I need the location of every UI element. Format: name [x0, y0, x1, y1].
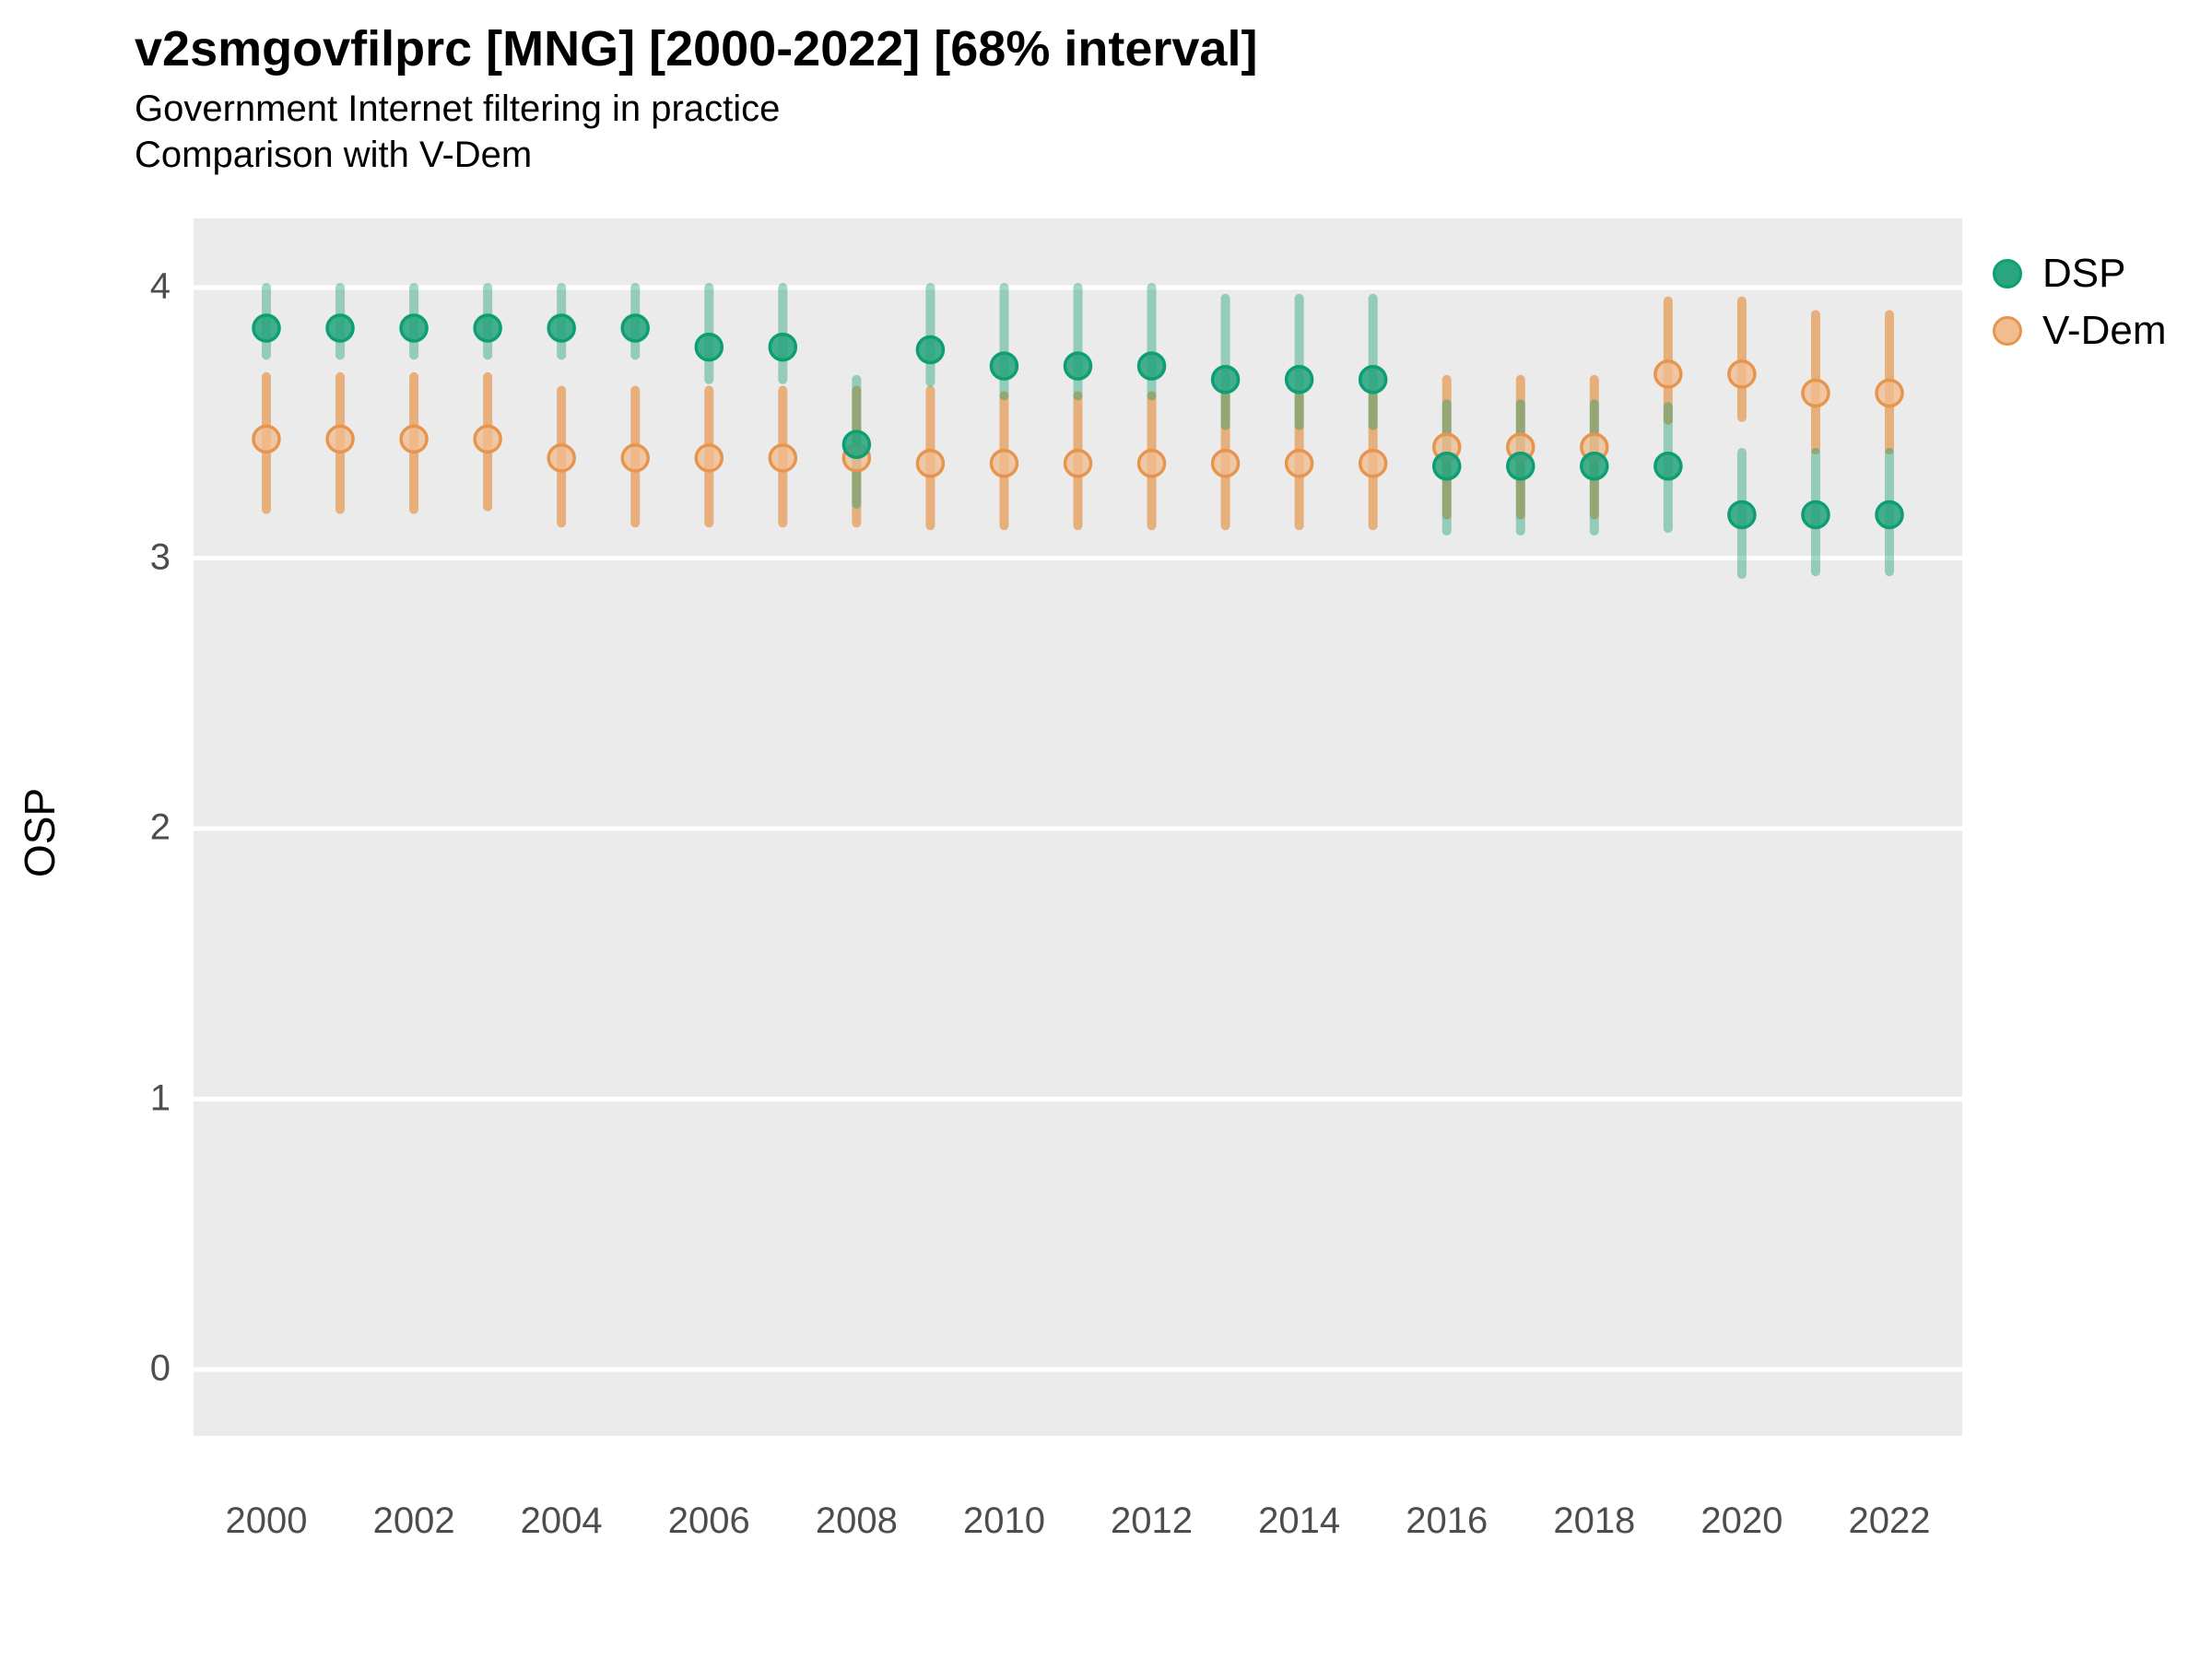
- dsp-point-2013: [1210, 365, 1241, 394]
- vdem-point-2000: [252, 424, 281, 454]
- chart-title: v2smgovfilprc [MNG] [2000-2022] [68% int…: [135, 21, 1258, 76]
- x-tick-2020: 2020: [1700, 1500, 1783, 1541]
- y-tick-1: 1: [149, 1077, 171, 1119]
- vdem-point-2011: [1063, 449, 1093, 478]
- dsp-point-2006: [694, 332, 724, 362]
- x-tick-2006: 2006: [667, 1500, 750, 1541]
- dsp-legend-key-icon: [1993, 259, 2022, 288]
- dsp-point-2001: [325, 313, 355, 343]
- x-tick-2022: 2022: [1848, 1500, 1931, 1541]
- vdem-point-2010: [989, 449, 1019, 478]
- vdem-point-2003: [473, 424, 502, 454]
- legend: DSP V-Dem: [1993, 245, 2166, 359]
- vdem-point-2020: [1727, 359, 1757, 389]
- plot-canvas: [194, 283, 1962, 1372]
- x-tick-2008: 2008: [815, 1500, 898, 1541]
- y-tick-3: 3: [149, 536, 171, 578]
- plot-panel: [194, 218, 1962, 1436]
- legend-label-vdem: V-Dem: [2042, 308, 2167, 353]
- vdem-legend-key-icon: [1993, 316, 2022, 346]
- legend-item-vdem: V-Dem: [1993, 302, 2166, 359]
- vdem-point-2021: [1801, 378, 1830, 408]
- dsp-point-2019: [1653, 451, 1683, 481]
- vdem-point-2012: [1136, 449, 1167, 478]
- vdem-point-2004: [547, 443, 576, 473]
- x-tick-2014: 2014: [1258, 1500, 1341, 1541]
- dsp-point-2003: [473, 313, 502, 343]
- chart-subtitle-2: Comparison with V-Dem: [135, 135, 533, 175]
- dsp-point-2014: [1284, 365, 1314, 394]
- vdem-point-2001: [325, 424, 355, 454]
- dsp-point-2009: [915, 335, 946, 365]
- dsp-point-2016: [1431, 451, 1462, 481]
- vdem-point-2015: [1358, 449, 1388, 478]
- dsp-point-2021: [1801, 500, 1830, 530]
- y-axis-title: OSP: [16, 787, 64, 877]
- vdem-point-2006: [694, 443, 724, 473]
- vdem-point-2019: [1653, 359, 1683, 389]
- x-tick-2010: 2010: [962, 1500, 1045, 1541]
- y-tick-0: 0: [149, 1347, 171, 1389]
- x-tick-2004: 2004: [520, 1500, 603, 1541]
- legend-item-dsp: DSP: [1993, 245, 2166, 302]
- vdem-point-2013: [1210, 449, 1241, 478]
- y-tick-4: 4: [149, 265, 171, 307]
- vdem-point-2009: [915, 449, 946, 478]
- dsp-point-2020: [1727, 500, 1757, 530]
- vdem-point-2007: [768, 443, 798, 473]
- dsp-point-2010: [989, 351, 1019, 381]
- y-tick-2: 2: [149, 806, 171, 848]
- x-tick-2002: 2002: [372, 1500, 455, 1541]
- dsp-point-2017: [1506, 451, 1535, 481]
- dsp-point-2018: [1580, 451, 1609, 481]
- chart-subtitle: Government Internet filtering in practic…: [135, 88, 781, 129]
- vdem-point-2005: [620, 443, 650, 473]
- dsp-point-2011: [1063, 351, 1093, 381]
- x-tick-2016: 2016: [1406, 1500, 1488, 1541]
- dsp-point-2004: [547, 313, 576, 343]
- dsp-point-2008: [841, 429, 872, 459]
- dsp-point-2015: [1358, 365, 1388, 394]
- x-tick-2012: 2012: [1111, 1500, 1194, 1541]
- dsp-point-2005: [620, 313, 650, 343]
- vdem-point-2022: [1875, 378, 1904, 408]
- x-tick-2000: 2000: [225, 1500, 308, 1541]
- x-tick-2018: 2018: [1553, 1500, 1636, 1541]
- dsp-point-2002: [399, 313, 429, 343]
- vdem-point-2014: [1284, 449, 1314, 478]
- legend-label-dsp: DSP: [2042, 251, 2126, 296]
- dsp-point-2012: [1136, 351, 1167, 381]
- dsp-point-2000: [252, 313, 281, 343]
- vdem-point-2002: [399, 424, 429, 454]
- dsp-point-2007: [768, 332, 798, 362]
- dsp-point-2022: [1875, 500, 1904, 530]
